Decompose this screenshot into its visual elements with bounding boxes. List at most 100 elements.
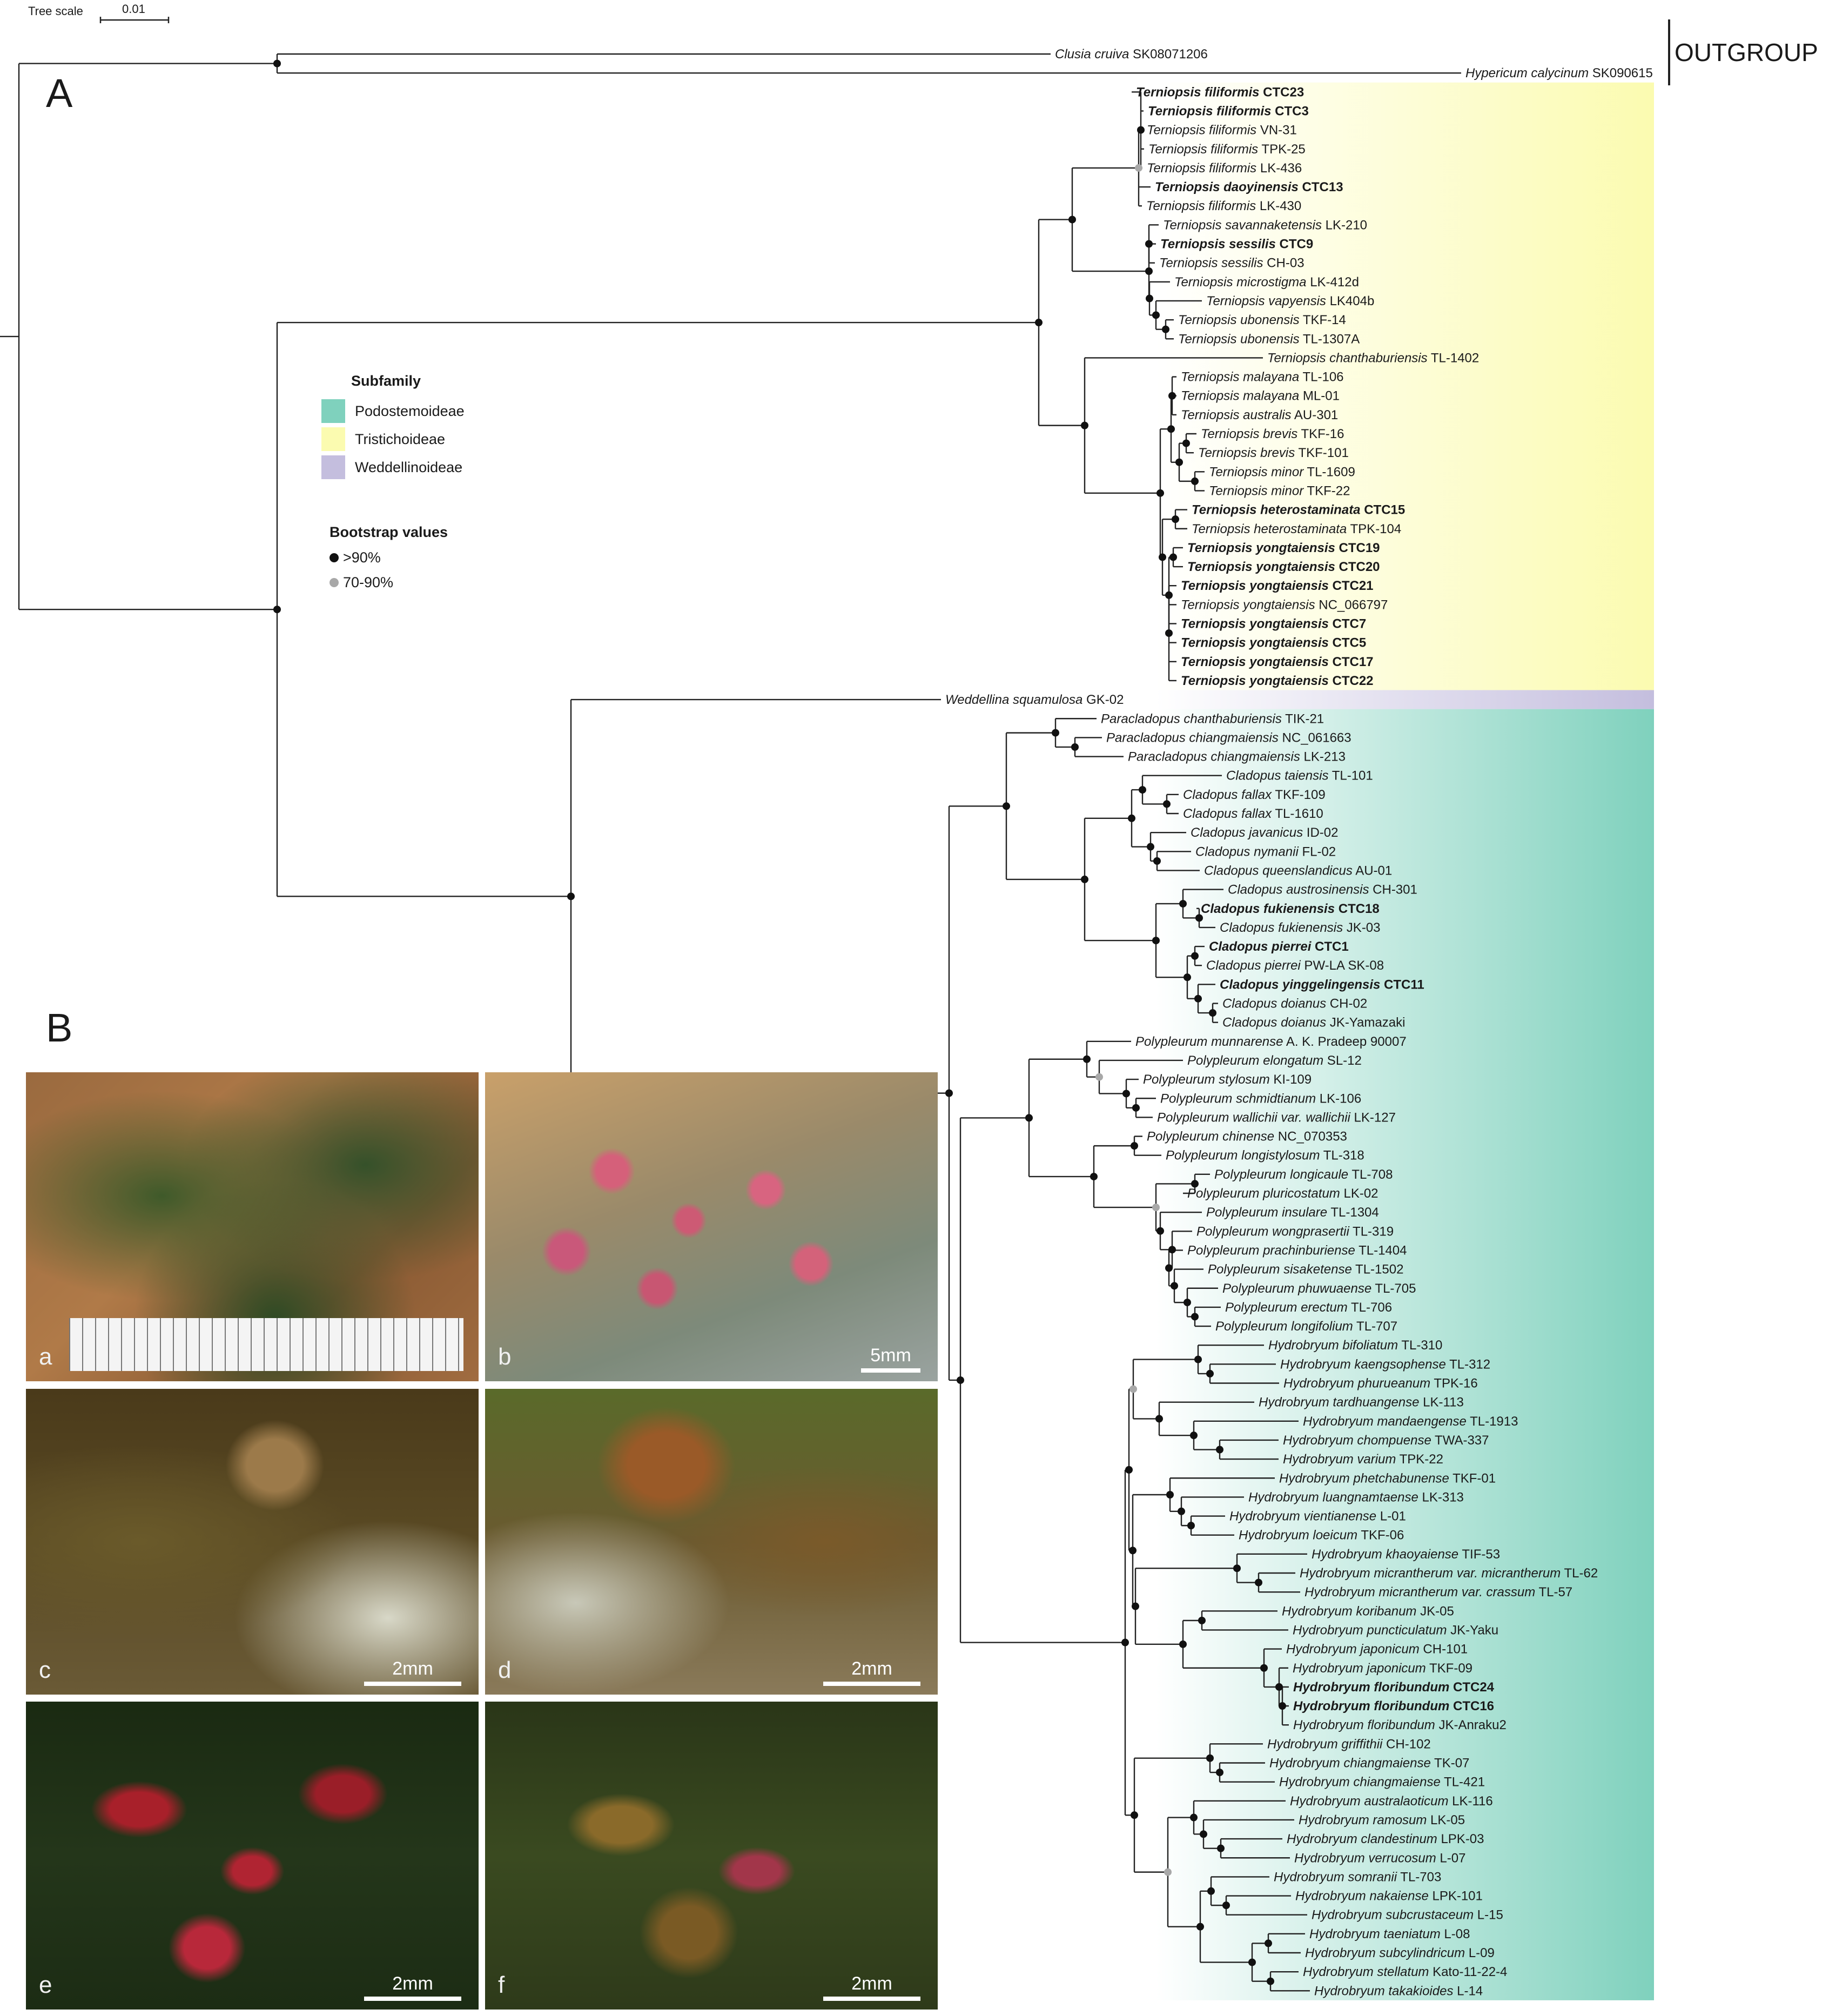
- tip-voucher: TKF-109: [1272, 788, 1326, 802]
- bootstrap-node: [273, 606, 281, 614]
- photo-panel-f: f 2mm: [485, 1702, 938, 2010]
- scale-bar-b-text: 5mm: [870, 1345, 911, 1366]
- scale-bar-f: 2mm: [823, 1973, 920, 2001]
- tip-species: Polypleurum wallichii var. wallichii: [1157, 1110, 1351, 1125]
- bootstrap-node: [1169, 553, 1177, 561]
- bootstrap-node: [1194, 994, 1202, 1003]
- tip-voucher: TL-1404: [1355, 1243, 1407, 1258]
- tip-label: Terniopsis australis AU-301: [1181, 408, 1338, 422]
- photo-panel-c: c 2mm: [26, 1389, 479, 1695]
- bootstrap-node: [1135, 164, 1142, 172]
- bootstrap-node: [1216, 1769, 1223, 1777]
- legend-swatch-podostemoideae: [321, 399, 345, 423]
- tip-species: Hydrobryum floribundum: [1293, 1699, 1449, 1713]
- tip-label: Polypleurum wongprasertii TL-319: [1196, 1224, 1394, 1239]
- tip-voucher: LK-02: [1340, 1186, 1379, 1201]
- tip-species: Polypleurum munnarense: [1135, 1034, 1283, 1049]
- tip-label: Hydrobryum loeicum TKF-06: [1239, 1528, 1404, 1543]
- tip-species: Terniopsis malayana: [1181, 370, 1299, 385]
- tip-voucher: JK-Yaku: [1447, 1623, 1498, 1637]
- bootstrap-node: [1068, 216, 1076, 224]
- bootstrap-node: [1083, 1055, 1091, 1063]
- tip-voucher: TL-421: [1441, 1775, 1485, 1790]
- tip-species: Polypleurum chinense: [1147, 1130, 1274, 1144]
- panel-a-label: A: [46, 71, 73, 116]
- tip-species: Hydrobryum chiangmaiense: [1279, 1775, 1441, 1790]
- tip-voucher: TL-705: [1371, 1281, 1416, 1296]
- subfamily-legend: Subfamily Podostemoideae Tristichoideae …: [321, 373, 465, 481]
- tip-label: Polypleurum wallichii var. wallichii LK-…: [1157, 1110, 1396, 1125]
- tip-label: Terniopsis ubonensis TL-1307A: [1178, 332, 1360, 346]
- bootstrap-node: [1131, 1142, 1138, 1150]
- tip-species: Polypleurum longifolium: [1215, 1319, 1353, 1334]
- tip-species: Hydrobryum micrantherum var. crassum: [1304, 1585, 1535, 1600]
- tip-species: Terniopsis vapyensis: [1206, 294, 1326, 308]
- outgroup-label: OUTGROUP: [1675, 38, 1818, 66]
- tip-label: Polypleurum longicaule TL-708: [1214, 1167, 1393, 1182]
- tip-label: Hydrobryum bifoliatum TL-310: [1268, 1338, 1442, 1353]
- photo-panel-b: b 5mm: [485, 1072, 938, 1381]
- tip-voucher: CTC5: [1329, 636, 1366, 650]
- tip-label: Terniopsis savannaketensis LK-210: [1163, 218, 1367, 232]
- tip-voucher: CH-03: [1263, 256, 1304, 271]
- tip-label: Terniopsis yongtaiensis CTC22: [1181, 674, 1374, 688]
- tip-label: Cladopus doianus JK-Yamazaki: [1222, 1016, 1405, 1030]
- bootstrap-node: [1081, 875, 1088, 883]
- tip-voucher: CTC15: [1361, 503, 1406, 518]
- tip-species: Terniopsis minor: [1209, 465, 1304, 479]
- tip-label: Weddellina squamulosa GK-02: [945, 693, 1124, 707]
- tip-species: Terniopsis yongtaiensis: [1187, 560, 1335, 574]
- bootstrap-node: [1152, 937, 1160, 945]
- tip-label: Polypleurum sisaketense TL-1502: [1208, 1262, 1403, 1277]
- photo-label-c: c: [39, 1657, 51, 1683]
- tip-species: Terniopsis ubonensis: [1178, 332, 1300, 346]
- tip-label: Hydrobryum somranii TL-703: [1274, 1870, 1441, 1884]
- tip-species: Terniopsis savannaketensis: [1163, 218, 1322, 232]
- tip-species: Terniopsis yongtaiensis: [1181, 636, 1329, 650]
- tip-label: Hydrobryum griffithii CH-102: [1267, 1737, 1431, 1751]
- tip-voucher: SK08071206: [1129, 47, 1207, 62]
- tip-species: Polypleurum sisaketense: [1208, 1262, 1352, 1277]
- tip-voucher: L-09: [1465, 1946, 1495, 1960]
- tip-voucher: CTC7: [1329, 617, 1366, 631]
- tip-species: Terniopsis sessilis: [1160, 237, 1276, 252]
- tip-species: Terniopsis brevis: [1198, 446, 1295, 460]
- tip-label: Polypleurum longifolium TL-707: [1215, 1319, 1397, 1334]
- tip-voucher: CTC16: [1449, 1699, 1494, 1713]
- bootstrap-node: [1139, 786, 1146, 794]
- tip-species: Terniopsis yongtaiensis: [1187, 541, 1335, 555]
- tip-species: Cladopus yinggelingensis: [1220, 977, 1380, 992]
- tip-voucher: TKF-16: [1297, 427, 1344, 441]
- tip-voucher: LK-116: [1448, 1794, 1492, 1809]
- bootstrap-node: [1209, 1009, 1216, 1017]
- tip-label: Terniopsis microstigma LK-412d: [1174, 275, 1359, 290]
- scale-bar-d: 2mm: [823, 1658, 920, 1686]
- photo-panel-d: d 2mm: [485, 1389, 938, 1695]
- tip-species: Hydrobryum ramosum: [1299, 1813, 1427, 1827]
- tip-voucher: CTC13: [1299, 180, 1343, 194]
- tip-voucher: CTC23: [1259, 85, 1304, 99]
- tip-label: Hydrobryum micrantherum var. crassum TL-…: [1304, 1585, 1572, 1600]
- tip-species: Polypleurum pluricostatum: [1187, 1186, 1340, 1201]
- tip-species: Terniopsis daoyinensis: [1155, 180, 1299, 194]
- tip-label: Cladopus fallax TL-1610: [1183, 807, 1323, 821]
- tip-species: Terniopsis yongtaiensis: [1181, 579, 1329, 593]
- bootstrap-node: [1132, 1602, 1139, 1610]
- bootstrap-node: [1191, 1180, 1199, 1188]
- bootstrap-node: [1003, 802, 1010, 810]
- tip-species: Polypleurum elongatum: [1187, 1053, 1323, 1068]
- bootstrap-dot-medium: [330, 577, 339, 587]
- tip-voucher: VN-31: [1256, 123, 1297, 138]
- tip-species: Cladopus pierrei: [1206, 958, 1301, 973]
- tip-label: Hydrobryum clandestinum LPK-03: [1287, 1832, 1484, 1846]
- tip-label: Cladopus nymanii FL-02: [1195, 844, 1336, 859]
- tip-voucher: CTC20: [1335, 560, 1380, 574]
- bootstrap-item-medium: 70-90%: [330, 570, 448, 595]
- tip-label: Cladopus pierrei PW-LA SK-08: [1206, 958, 1384, 973]
- bootstrap-node: [1156, 489, 1164, 497]
- bootstrap-node: [1145, 240, 1153, 248]
- tip-voucher: AU-301: [1292, 408, 1339, 422]
- tip-label: Cladopus taiensis TL-101: [1226, 769, 1373, 783]
- bootstrap-node: [273, 59, 281, 68]
- tip-label: Hydrobryum luangnamtaense LK-313: [1248, 1490, 1464, 1504]
